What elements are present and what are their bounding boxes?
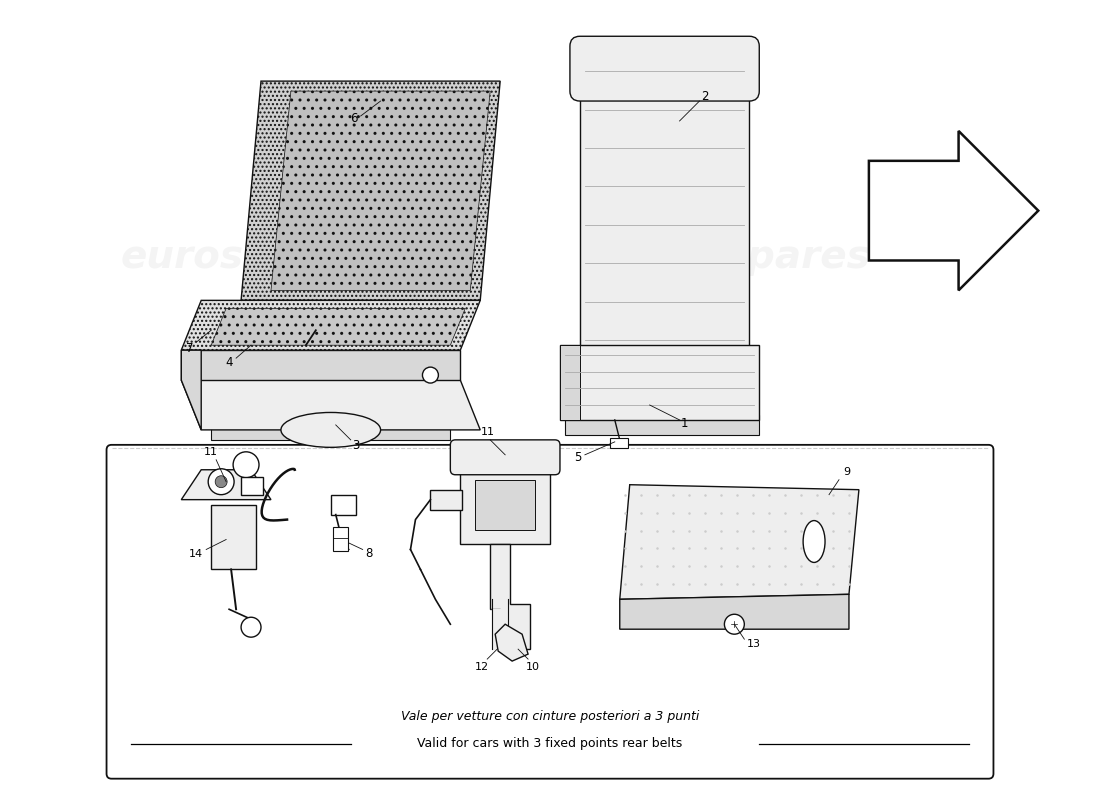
Text: eurospares: eurospares [592,556,837,594]
Polygon shape [182,470,271,500]
Polygon shape [211,308,465,345]
Polygon shape [491,545,530,649]
Text: 9: 9 [844,466,850,477]
Text: 6: 6 [350,113,358,126]
Text: 3: 3 [352,439,360,452]
Circle shape [241,618,261,637]
Polygon shape [331,494,355,514]
Polygon shape [241,81,500,300]
Circle shape [216,476,227,488]
Polygon shape [460,465,550,545]
Polygon shape [182,350,201,430]
Polygon shape [619,594,849,630]
Polygon shape [495,624,528,661]
Polygon shape [182,350,460,380]
Bar [333,526,348,551]
Text: 10: 10 [526,662,540,672]
Polygon shape [211,410,450,440]
Text: Valid for cars with 3 fixed points rear belts: Valid for cars with 3 fixed points rear … [417,738,683,750]
Text: eurospares: eurospares [120,238,366,275]
Text: 4: 4 [226,356,233,369]
FancyBboxPatch shape [450,440,560,474]
Text: eurospares: eurospares [153,556,399,594]
FancyBboxPatch shape [107,445,993,778]
Polygon shape [619,485,859,599]
Text: 14: 14 [189,550,204,559]
Text: 1: 1 [681,418,689,430]
Bar [609,438,628,448]
Polygon shape [430,490,462,510]
Circle shape [422,367,439,383]
Polygon shape [580,51,749,360]
FancyBboxPatch shape [570,36,759,101]
Text: 13: 13 [747,639,761,649]
Text: eurospares: eurospares [625,238,870,275]
Circle shape [208,469,234,494]
Polygon shape [271,91,491,290]
Polygon shape [560,345,759,420]
Polygon shape [182,300,481,350]
Ellipse shape [280,413,381,447]
Text: 11: 11 [481,427,495,437]
Text: Vale per vetture con cinture posteriori a 3 punti: Vale per vetture con cinture posteriori … [400,710,700,723]
Text: 5: 5 [574,451,582,464]
Polygon shape [560,345,580,420]
Polygon shape [565,415,759,435]
Polygon shape [182,380,481,430]
Text: 8: 8 [365,547,372,560]
Polygon shape [869,131,1038,290]
Text: 7: 7 [186,342,192,354]
Bar [241,477,263,494]
Text: 2: 2 [701,90,708,102]
Circle shape [725,614,745,634]
Ellipse shape [803,521,825,562]
Text: 12: 12 [475,662,490,672]
Circle shape [233,452,258,478]
Polygon shape [475,480,535,530]
Polygon shape [211,505,256,570]
Text: 11: 11 [205,447,218,457]
